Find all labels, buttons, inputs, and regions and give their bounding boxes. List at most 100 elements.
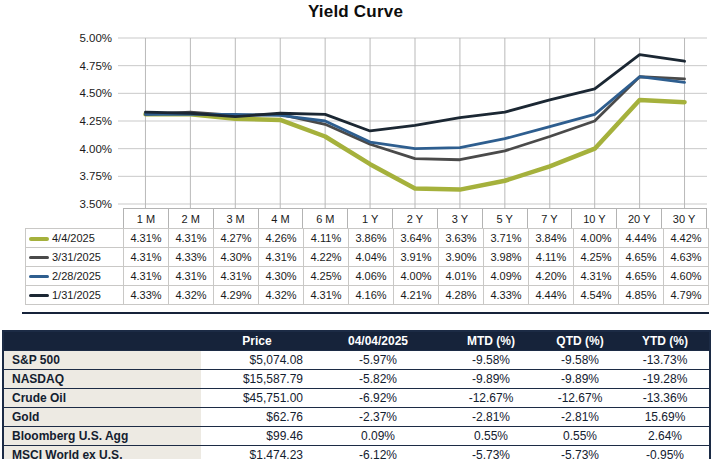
market-row-label: Crude Oil: [3, 389, 201, 408]
yield-value-cell: 3.63%: [439, 229, 484, 248]
market-row-label: Bloomberg U.S. Agg: [3, 427, 201, 446]
y-axis-tick-label: 4.25%: [79, 115, 112, 127]
yield-value-cell: 4.32%: [259, 286, 304, 305]
series-color-swatch: [29, 275, 49, 278]
series-legend-cell: 1/31/2025: [26, 286, 124, 305]
series-color-swatch: [29, 256, 49, 259]
yield-value-cell: 4.44%: [619, 229, 664, 248]
yield-table-row: 3/31/20254.31%4.33%4.30%4.31%4.22%4.04%3…: [26, 248, 709, 267]
yield-value-cell: 4.33%: [124, 286, 169, 305]
yield-value-cell: 3.64%: [394, 229, 439, 248]
yield-value-cell: 4.31%: [124, 267, 169, 286]
yield-value-cell: 4.31%: [124, 248, 169, 267]
market-column-header: Price: [201, 331, 313, 351]
yield-value-cell: 4.29%: [214, 286, 259, 305]
market-column-header: 04/04/2025: [313, 331, 443, 351]
market-value-cell: $99.46: [201, 427, 313, 446]
x-axis-category-label: 5 Y: [482, 209, 527, 228]
yield-value-cell: 3.86%: [349, 229, 394, 248]
x-axis-category-label: 7 Y: [527, 209, 572, 228]
market-value-cell: -5.73%: [443, 446, 539, 459]
yield-value-cell: 4.65%: [619, 267, 664, 286]
yield-value-cell: 4.31%: [169, 229, 214, 248]
yield-value-cell: 4.27%: [214, 229, 259, 248]
market-value-cell: -13.36%: [621, 389, 710, 408]
yield-value-cell: 4.42%: [664, 229, 709, 248]
market-value-cell: -13.73%: [621, 351, 710, 370]
market-value-cell: -9.58%: [539, 351, 621, 370]
market-value-cell: 15.69%: [621, 408, 710, 427]
yield-curve-chart: 5.00%4.75%4.50%4.25%4.00%3.75%3.50%: [0, 0, 711, 228]
yield-value-cell: 4.79%: [664, 286, 709, 305]
market-table-row: MSCI World ex U.S.$1,474.23-6.12%-5.73%-…: [3, 446, 710, 459]
market-table-row: NASDAQ$15,587.79-5.82%-9.89%-9.89%-19.28…: [3, 370, 710, 389]
yield-value-cell: 4.63%: [664, 248, 709, 267]
yield-value-cell: 4.00%: [394, 267, 439, 286]
yield-value-cell: 4.31%: [304, 286, 349, 305]
yield-value-cell: 4.33%: [484, 286, 529, 305]
yield-value-cell: 4.16%: [349, 286, 394, 305]
yield-value-cell: 4.31%: [169, 267, 214, 286]
yield-curve-report: Yield Curve 5.00%4.75%4.50%4.25%4.00%3.7…: [0, 0, 711, 459]
yield-value-cell: 3.71%: [484, 229, 529, 248]
yield-value-cell: 4.65%: [619, 248, 664, 267]
market-value-cell: $15,587.79: [201, 370, 313, 389]
market-value-cell: -6.92%: [313, 389, 443, 408]
yield-value-cell: 3.98%: [484, 248, 529, 267]
market-value-cell: -9.89%: [443, 370, 539, 389]
yield-value-cell: 4.31%: [124, 229, 169, 248]
yield-value-cell: 4.11%: [304, 229, 349, 248]
x-axis-category-label: 10 Y: [571, 209, 616, 228]
y-axis-tick-label: 4.50%: [79, 87, 112, 99]
series-date-label: 2/28/2025: [52, 271, 101, 283]
market-value-cell: -0.95%: [621, 446, 710, 459]
x-axis-category-label: 3 Y: [437, 209, 482, 228]
yield-value-cell: 3.91%: [394, 248, 439, 267]
market-summary-table: Price04/04/2025MTD (%)QTD (%)YTD (%) S&P…: [2, 330, 711, 459]
market-value-cell: -2.81%: [443, 408, 539, 427]
yield-value-cell: 4.28%: [439, 286, 484, 305]
x-axis-category-row: 1 M2 M3 M4 M6 M1 Y2 Y3 Y5 Y7 Y10 Y20 Y30…: [123, 208, 707, 228]
yield-value-cell: 4.06%: [349, 267, 394, 286]
series-legend-cell: 2/28/2025: [26, 267, 124, 286]
yield-value-cell: 4.32%: [169, 286, 214, 305]
market-value-cell: $45,751.00: [201, 389, 313, 408]
yield-value-cell: 4.11%: [529, 248, 574, 267]
market-value-cell: $1,474.23: [201, 446, 313, 459]
series-date-label: 1/31/2025: [52, 290, 101, 302]
y-axis-tick-label: 4.75%: [79, 60, 112, 72]
market-table-row: S&P 500$5,074.08-5.97%-9.58%-9.58%-13.73…: [3, 351, 710, 370]
yield-value-cell: 4.33%: [169, 248, 214, 267]
market-table-row: Crude Oil$45,751.00-6.92%-12.67%-12.67%-…: [3, 389, 710, 408]
market-table-row: Gold$62.76-2.37%-2.81%-2.81%15.69%: [3, 408, 710, 427]
market-value-cell: 0.55%: [443, 427, 539, 446]
yield-value-cell: 4.60%: [664, 267, 709, 286]
yield-value-cell: 4.01%: [439, 267, 484, 286]
yield-value-cell: 4.26%: [259, 229, 304, 248]
yield-value-cell: 4.44%: [529, 286, 574, 305]
series-date-label: 4/4/2025: [52, 233, 95, 245]
market-value-cell: -19.28%: [621, 370, 710, 389]
yield-value-cell: 4.31%: [259, 248, 304, 267]
yield-value-cell: 4.04%: [349, 248, 394, 267]
market-value-cell: $5,074.08: [201, 351, 313, 370]
x-axis-category-label: 1 M: [123, 209, 168, 228]
market-value-cell: -12.67%: [539, 389, 621, 408]
yield-value-cell: 4.09%: [484, 267, 529, 286]
x-axis-category-label: 2 M: [168, 209, 213, 228]
x-axis-category-label: 4 M: [258, 209, 303, 228]
market-table-row: Bloomberg U.S. Agg$99.460.09%0.55%0.55%2…: [3, 427, 710, 446]
market-column-header: [3, 331, 201, 351]
x-axis-category-label: 20 Y: [616, 209, 661, 228]
market-row-label: NASDAQ: [3, 370, 201, 389]
market-column-header: MTD (%): [443, 331, 539, 351]
yield-value-cell: 3.90%: [439, 248, 484, 267]
market-row-label: MSCI World ex U.S.: [3, 446, 201, 459]
series-color-swatch: [29, 237, 49, 241]
market-value-cell: -2.81%: [539, 408, 621, 427]
yield-value-cell: 4.22%: [304, 248, 349, 267]
x-axis-category-label: 1 Y: [347, 209, 392, 228]
y-axis-tick-label: 3.50%: [79, 198, 112, 210]
yield-value-cell: 4.30%: [214, 248, 259, 267]
x-axis-category-label: 2 Y: [392, 209, 437, 228]
